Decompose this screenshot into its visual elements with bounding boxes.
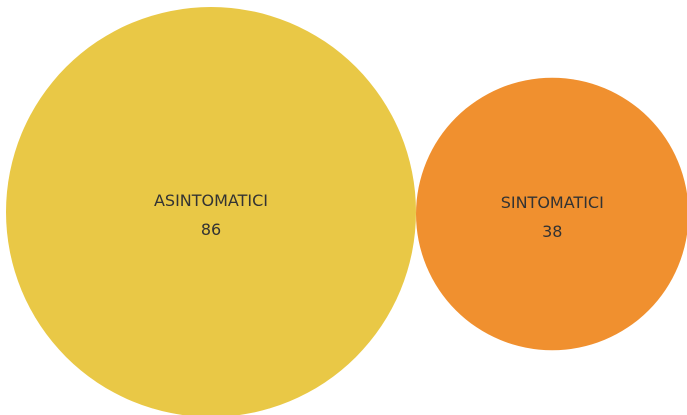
bubble-group: ASINTOMATICI 86 SINTOMATICI 38	[6, 7, 687, 415]
bubble-asintomatici	[6, 7, 416, 415]
bubble-value-sintomatici: 38	[542, 222, 562, 241]
bubble-label-sintomatici: SINTOMATICI	[501, 193, 604, 212]
bubble-sintomatici	[416, 77, 687, 351]
bubble-label-asintomatici: ASINTOMATICI	[154, 191, 268, 210]
bubble-value-asintomatici: 86	[201, 220, 221, 239]
